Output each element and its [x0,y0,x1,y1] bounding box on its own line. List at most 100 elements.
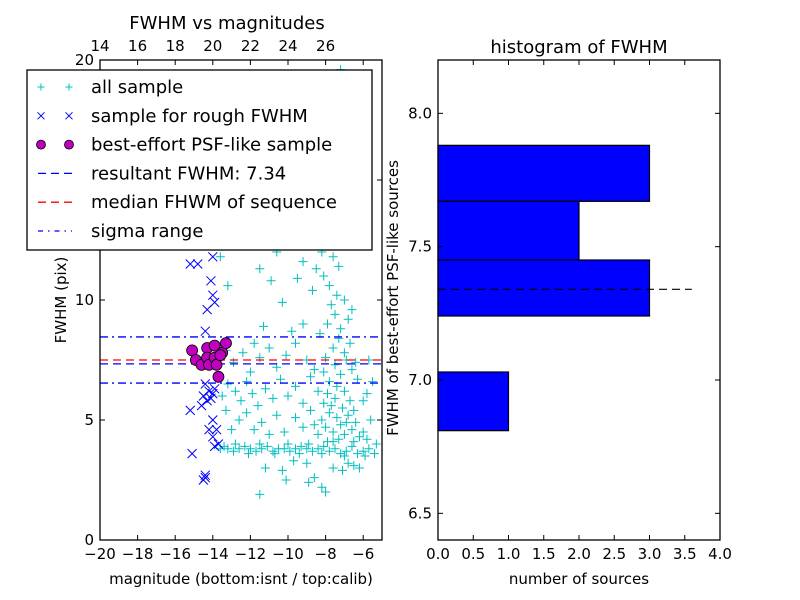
y-tick-label: 7.0 [408,371,432,389]
plus-point [281,475,291,485]
plus-point [330,393,340,403]
x-tick-label: −6 [352,545,374,563]
plus-point [272,410,282,420]
plus-point [321,487,331,497]
plus-point [313,386,323,396]
plus-point [264,429,274,439]
x-tick-label: −14 [197,545,229,563]
plus-point [353,374,363,384]
x-tick-label: 2.0 [567,545,591,563]
plus-point [354,463,364,473]
plus-point [368,377,378,387]
plus-point [249,338,259,348]
plus-point [283,439,293,449]
histogram-bar [437,259,651,317]
x-tick-label: 1.0 [497,545,521,563]
x-point [209,383,220,394]
plus-point [326,300,336,310]
plus-point [353,449,363,459]
top-x-tick-label: 18 [166,37,185,55]
y-tick-label: 8.0 [408,104,432,122]
plus-point [264,343,274,353]
histogram-bar [437,200,580,261]
x-tick-label: 0.5 [461,545,485,563]
plus-point [328,427,338,437]
plus-point [223,379,233,389]
scatter-y-label: FWHM (pix) [52,257,70,344]
legend-marker-plus [65,83,73,91]
x-tick-label: 3.0 [638,545,662,563]
plus-point [240,441,250,451]
plus-point [306,405,316,415]
top-x-tick-label: 20 [203,37,222,55]
legend-frame [26,69,373,251]
x-tick-label: −12 [235,545,267,563]
top-x-tick-label: 14 [90,37,109,55]
plus-point [260,384,270,394]
y-tick-label: 10 [75,291,94,309]
plus-point [332,290,342,300]
plus-point [306,372,316,382]
x-tick-label: 3.5 [673,545,697,563]
plus-point [358,446,368,456]
x-tick-label: −18 [122,545,154,563]
plus-point [245,444,255,454]
x-point [200,326,211,337]
plus-point [328,343,338,353]
scatter-marks [185,65,381,499]
plus-point [247,389,257,399]
plus-point [349,437,359,447]
plus-point [275,374,285,384]
plus-point [283,391,293,401]
x-point [198,391,209,401]
plus-point [230,439,240,449]
plus-point [371,439,381,449]
plus-point [339,348,349,358]
scatter-x-label: magnitude (bottom:isnt / top:calib) [109,570,373,588]
y-tick-label: 7.5 [408,238,432,256]
plus-point [334,434,344,444]
plus-point [217,391,227,401]
scatter-title: FWHM vs magnitudes [129,13,324,34]
plus-point [230,386,240,396]
plus-point [347,441,357,451]
plus-point [326,401,336,411]
plus-point [302,458,312,468]
plus-point [268,446,278,456]
x-point [209,297,220,308]
plus-point [322,389,332,399]
plus-point [324,377,334,387]
plus-point [291,338,301,348]
x-point [207,415,218,425]
x-tick-label: 4.0 [708,545,732,563]
x-point [204,424,214,435]
x-point [192,259,203,269]
plus-point [319,271,329,281]
y-tick-label: 0 [84,531,94,549]
histogram-bars [437,144,651,432]
plus-point [223,444,233,454]
plus-point [349,461,359,471]
plus-point [347,365,357,375]
plus-point [251,446,261,456]
plus-point [317,482,327,492]
plus-point [277,465,287,475]
legend-item: best-effort PSF-like sample [36,135,332,156]
plus-point [345,338,355,348]
plus-point [339,386,349,396]
plus-point [336,369,346,379]
plus-point [242,408,252,418]
plus-point [319,398,329,408]
scatter-panel: FWHM vs magnitudes −20 −18 −16 −14 −12 −10 −8−… [26,13,383,588]
plus-point [277,297,287,307]
y-tick-label: 5 [84,411,94,429]
plus-point [330,309,340,319]
plus-point [279,427,289,437]
circle-point [220,337,232,350]
circle-point [212,370,225,383]
scatter-top-ticks: 14 16 18 20 22 24 26 [90,37,335,55]
plus-point [291,381,301,391]
plus-point [319,367,329,377]
top-x-tick-label: 16 [128,37,147,55]
plus-point [298,398,308,408]
